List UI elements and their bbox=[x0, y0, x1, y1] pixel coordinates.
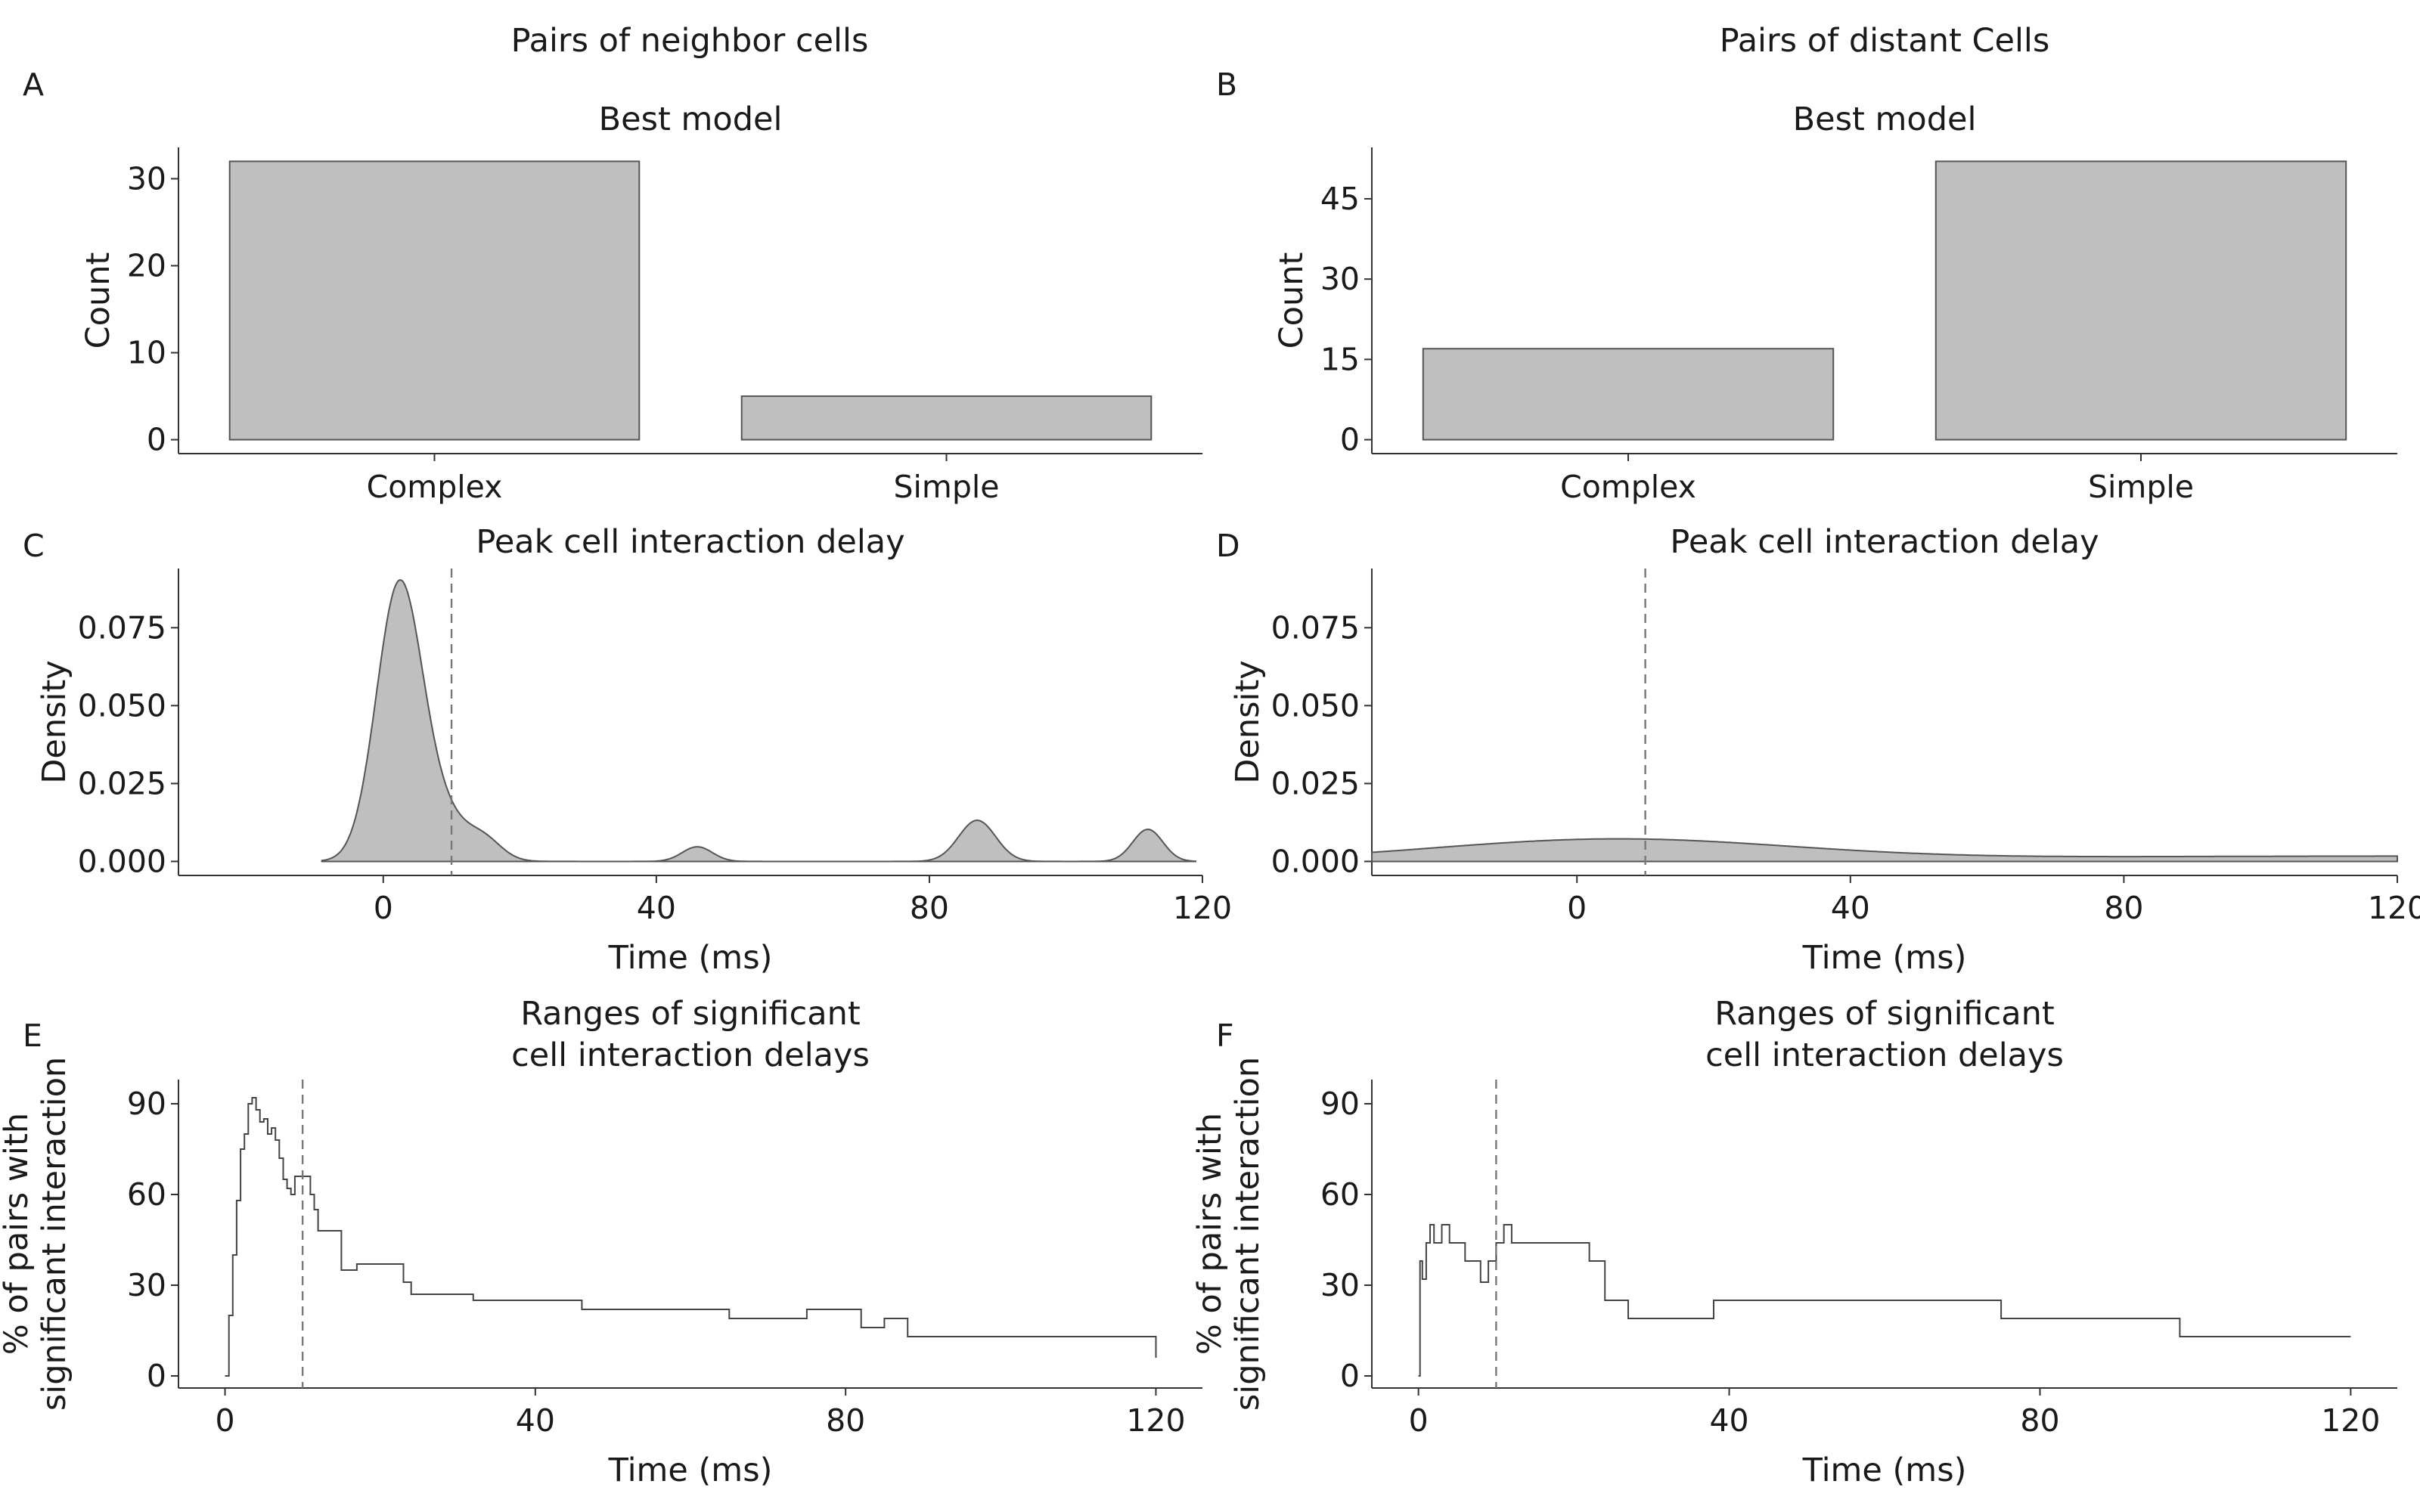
y-axis-label: Density bbox=[1229, 660, 1267, 783]
y-axis-label-line: significant interaction bbox=[36, 1057, 73, 1411]
panel-title: Peak cell interaction delay bbox=[476, 523, 904, 561]
x-axis-label: Time (ms) bbox=[1802, 939, 1967, 977]
y-tick-label: 20 bbox=[127, 247, 166, 284]
x-tick-label: 0 bbox=[1567, 890, 1587, 926]
x-tick-label: 40 bbox=[516, 1402, 555, 1439]
y-axis-label-line: % of pairs with bbox=[1191, 1113, 1229, 1355]
y-tick-label: 0 bbox=[147, 422, 166, 458]
right-column-title: Pairs of distant Cells bbox=[1720, 22, 2050, 60]
panel-title-line: cell interaction delays bbox=[1705, 1036, 2064, 1074]
panel-letter: F bbox=[1216, 1018, 1234, 1054]
step-line bbox=[225, 1097, 1157, 1377]
y-tick-label: 15 bbox=[1320, 341, 1360, 377]
panel-d: D Peak cell interaction delay 0.000 0.025 0.… bbox=[1216, 523, 2420, 977]
x-tick-label: 0 bbox=[215, 1402, 234, 1439]
x-tick-label: Complex bbox=[1560, 469, 1696, 505]
y-tick-label: 45 bbox=[1320, 181, 1360, 217]
y-tick-label: 60 bbox=[1320, 1176, 1360, 1213]
x-tick-label: 40 bbox=[1831, 890, 1870, 926]
x-axis-label: Time (ms) bbox=[1802, 1452, 1967, 1489]
x-tick-label: 120 bbox=[2368, 890, 2420, 926]
y-axis-label: Density bbox=[36, 660, 73, 783]
y-tick-label: 0.025 bbox=[78, 765, 166, 801]
y-tick-label: 60 bbox=[127, 1176, 166, 1213]
y-tick-label: 30 bbox=[127, 1267, 166, 1303]
left-column-title: Pairs of neighbor cells bbox=[511, 22, 869, 60]
y-tick-label: 90 bbox=[1320, 1086, 1360, 1122]
panel-title-line: Ranges of significant bbox=[1714, 995, 2055, 1033]
step-line bbox=[1418, 1224, 2351, 1377]
y-tick-label: 0.050 bbox=[78, 687, 166, 723]
y-tick-label: 10 bbox=[127, 335, 166, 371]
bar-simple bbox=[1934, 160, 2347, 441]
y-tick-label: 0 bbox=[147, 1358, 166, 1394]
density-area bbox=[1371, 838, 2398, 863]
x-tick-label: 40 bbox=[637, 890, 676, 926]
x-tick-label: Complex bbox=[367, 469, 503, 505]
y-tick-label: 0.025 bbox=[1271, 765, 1360, 801]
x-tick-label: 0 bbox=[374, 890, 393, 926]
x-tick-label: 120 bbox=[1126, 1402, 1185, 1439]
bar-complex bbox=[1422, 348, 1835, 441]
y-tick-label: 30 bbox=[1320, 261, 1360, 297]
y-axis-label: Count bbox=[79, 253, 117, 349]
panel-letter: B bbox=[1216, 67, 1237, 103]
x-tick-label: 0 bbox=[1409, 1402, 1429, 1439]
panel-title: Best model bbox=[599, 101, 783, 138]
y-axis-label: Count bbox=[1273, 253, 1311, 349]
panel-title: Best model bbox=[1793, 101, 1977, 138]
x-tick-label: 80 bbox=[2104, 890, 2143, 926]
panel-letter: A bbox=[23, 67, 44, 103]
panel-letter: D bbox=[1216, 528, 1240, 564]
y-tick-label: 0.075 bbox=[78, 609, 166, 646]
x-tick-label: 80 bbox=[2020, 1402, 2059, 1439]
y-tick-label: 0.000 bbox=[1271, 843, 1360, 879]
panel-a: A Best model 0 10 20 30 Count Complex Simple bbox=[23, 67, 1202, 505]
y-tick-label: 0.050 bbox=[1271, 687, 1360, 723]
x-tick-label: Simple bbox=[894, 469, 1000, 505]
x-axis-label: Time (ms) bbox=[608, 1452, 773, 1489]
y-axis-label-line: significant interaction bbox=[1229, 1057, 1267, 1411]
panel-letter: E bbox=[23, 1018, 42, 1054]
bar-simple bbox=[740, 395, 1153, 441]
y-tick-label: 0 bbox=[1340, 422, 1360, 458]
panel-title-line: Ranges of significant bbox=[520, 995, 861, 1033]
panel-title-line: cell interaction delays bbox=[511, 1036, 870, 1074]
x-tick-label: 120 bbox=[2321, 1402, 2380, 1439]
bar-complex bbox=[228, 160, 641, 441]
panel-c: C Peak cell interaction delay 0.000 0.025 0.… bbox=[23, 523, 1232, 977]
x-tick-label: 120 bbox=[1173, 890, 1232, 926]
y-tick-label: 0 bbox=[1340, 1358, 1360, 1394]
x-tick-label: Simple bbox=[2088, 469, 2194, 505]
y-axis-label-line: % of pairs with bbox=[0, 1113, 36, 1355]
y-tick-label: 30 bbox=[1320, 1267, 1360, 1303]
density-area bbox=[321, 578, 1197, 863]
x-tick-label: 80 bbox=[826, 1402, 865, 1439]
y-tick-label: 90 bbox=[127, 1086, 166, 1122]
panel-title: Peak cell interaction delay bbox=[1670, 523, 2099, 561]
y-tick-label: 0.075 bbox=[1271, 609, 1360, 646]
x-tick-label: 80 bbox=[910, 890, 949, 926]
y-tick-label: 0.000 bbox=[78, 843, 166, 879]
panel-letter: C bbox=[23, 528, 45, 564]
x-tick-label: 40 bbox=[1709, 1402, 1748, 1439]
y-tick-label: 30 bbox=[127, 160, 166, 197]
x-axis-label: Time (ms) bbox=[608, 939, 773, 977]
